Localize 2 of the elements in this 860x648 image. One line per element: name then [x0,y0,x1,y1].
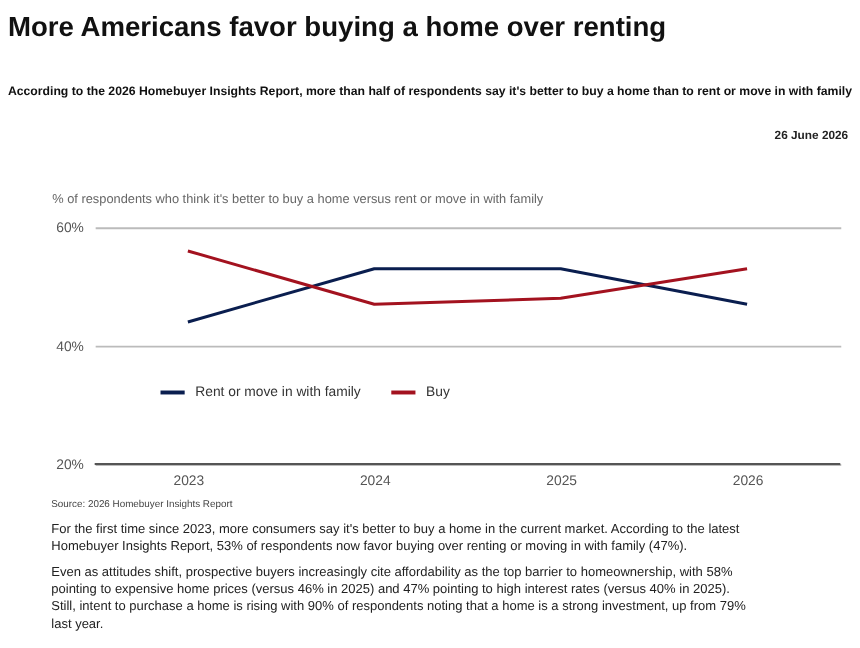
line-series [186,249,749,306]
chart-title: More Americans favor buying a home over renting [7,11,667,42]
